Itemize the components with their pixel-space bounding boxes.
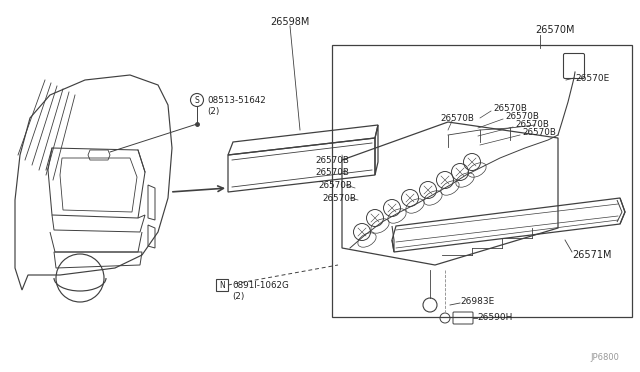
Text: 26570B: 26570B [515,119,549,128]
Text: 26571M: 26571M [572,250,611,260]
Text: 08513-51642: 08513-51642 [207,96,266,105]
Text: (2): (2) [207,106,220,115]
Text: JP6800: JP6800 [590,353,619,362]
Text: 26570B: 26570B [318,180,352,189]
Text: N: N [219,280,225,289]
Text: 26983E: 26983E [460,298,494,307]
Text: 26570B: 26570B [440,113,474,122]
Text: 26570M: 26570M [535,25,575,35]
Text: 26570B: 26570B [322,193,356,202]
Bar [332,45,632,317]
Text: 0891I-1062G: 0891I-1062G [232,280,289,289]
Text: 26570B: 26570B [493,103,527,112]
Text: (2): (2) [232,292,244,301]
Text: 26570B: 26570B [315,167,349,176]
Text: S: S [195,96,200,105]
Text: 26570B: 26570B [522,128,556,137]
Text: 26590H: 26590H [477,314,513,323]
Bar [216,279,228,291]
Text: 26570E: 26570E [575,74,609,83]
Text: 26598M: 26598M [270,17,310,27]
Text: 26570B: 26570B [505,112,539,121]
Text: 26570B: 26570B [315,155,349,164]
